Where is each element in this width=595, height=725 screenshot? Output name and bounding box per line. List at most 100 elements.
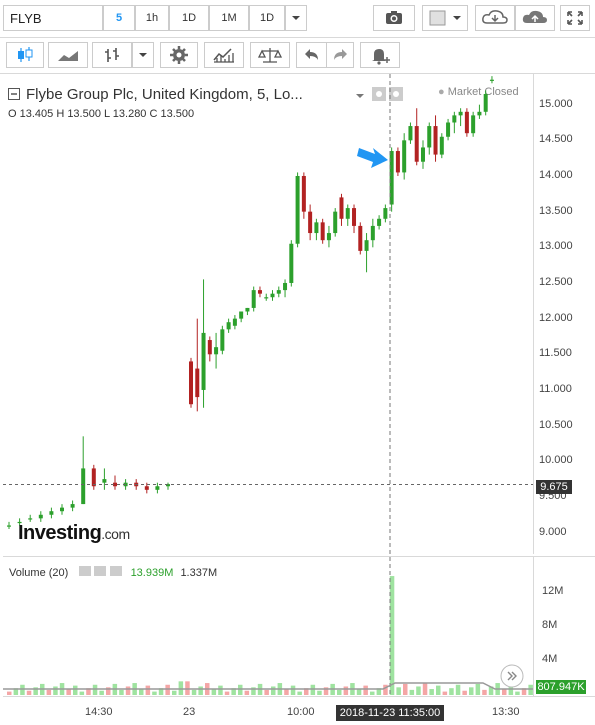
- candle[interactable]: [377, 215, 382, 230]
- candle[interactable]: [402, 133, 407, 180]
- candle[interactable]: [214, 332, 219, 369]
- indicators-button[interactable]: [204, 42, 244, 68]
- candle[interactable]: [458, 108, 463, 127]
- candle[interactable]: [49, 507, 54, 519]
- candle[interactable]: [326, 225, 331, 248]
- candle[interactable]: [439, 133, 444, 159]
- candle[interactable]: [433, 115, 438, 162]
- candle[interactable]: [383, 204, 388, 223]
- candle[interactable]: [201, 279, 206, 408]
- candle[interactable]: [333, 208, 338, 237]
- candle[interactable]: [17, 518, 22, 526]
- interval-1h-button[interactable]: 1h: [135, 5, 169, 31]
- compare-button[interactable]: [250, 42, 290, 68]
- redo-button[interactable]: [326, 42, 354, 68]
- candle[interactable]: [320, 218, 325, 244]
- bars-style-button[interactable]: [92, 42, 132, 68]
- volume-axis[interactable]: 12M 8M 4M: [533, 556, 595, 696]
- candle[interactable]: [270, 290, 275, 301]
- candle[interactable]: [239, 311, 244, 323]
- candle[interactable]: [489, 76, 494, 84]
- candle[interactable]: [452, 111, 457, 134]
- candle[interactable]: [207, 336, 212, 362]
- candle[interactable]: [102, 468, 107, 490]
- candle[interactable]: [446, 118, 451, 141]
- candle[interactable]: [283, 279, 288, 298]
- candle[interactable]: [232, 315, 237, 330]
- candle[interactable]: [295, 172, 300, 248]
- candle[interactable]: [60, 504, 64, 515]
- price-axis-label: 14.500: [539, 133, 573, 146]
- scroll-right-button[interactable]: [500, 664, 524, 688]
- interval-1m-button[interactable]: 1M: [209, 5, 249, 31]
- candle[interactable]: [420, 140, 425, 169]
- legend-controls-icon[interactable]: [372, 87, 406, 101]
- symbol-input[interactable]: FLYB: [3, 5, 103, 31]
- candle[interactable]: [113, 475, 117, 490]
- candle[interactable]: [264, 293, 269, 301]
- candle[interactable]: [301, 172, 306, 219]
- price-chart[interactable]: [3, 74, 533, 554]
- candle[interactable]: [38, 511, 43, 522]
- candle[interactable]: [144, 482, 149, 494]
- candle[interactable]: [339, 193, 344, 226]
- volume-bar: [271, 686, 276, 695]
- candle[interactable]: [251, 286, 256, 312]
- price-axis[interactable]: 15.000 14.500 14.000 13.500 13.000 12.500 12.0…: [533, 74, 595, 554]
- candle[interactable]: [155, 482, 160, 494]
- candle[interactable]: [370, 218, 375, 248]
- interval-1d-button[interactable]: 1D: [169, 5, 209, 31]
- candle[interactable]: [395, 147, 400, 176]
- candle[interactable]: [226, 318, 231, 333]
- volume-settings-icon[interactable]: [94, 566, 107, 576]
- legend-dropdown-icon[interactable]: [354, 91, 366, 101]
- candle[interactable]: [352, 204, 357, 234]
- color-picker-button[interactable]: [422, 5, 468, 31]
- candle[interactable]: [245, 307, 250, 316]
- load-chart-button[interactable]: [475, 5, 515, 31]
- candle[interactable]: [70, 500, 75, 512]
- volume-eye-icon[interactable]: [79, 566, 92, 576]
- candles-style-button[interactable]: [6, 42, 44, 68]
- candle[interactable]: [7, 521, 11, 530]
- screenshot-button[interactable]: [373, 5, 415, 31]
- candle[interactable]: [257, 286, 262, 298]
- candle[interactable]: [276, 286, 281, 298]
- candle[interactable]: [471, 111, 476, 137]
- interval-select-button[interactable]: 1D: [249, 5, 285, 31]
- time-axis[interactable]: 14:30 23 10:00 13:30: [3, 696, 595, 725]
- interval-5-button[interactable]: 5: [103, 5, 135, 31]
- candle[interactable]: [28, 514, 33, 522]
- collapse-legend-icon[interactable]: [8, 88, 20, 100]
- interval-dropdown-button[interactable]: [285, 5, 307, 31]
- candle[interactable]: [166, 482, 170, 490]
- volume-chart[interactable]: [3, 556, 533, 696]
- candle[interactable]: [91, 464, 96, 490]
- candle[interactable]: [314, 218, 319, 241]
- fullscreen-button[interactable]: [560, 5, 590, 31]
- volume-close-icon[interactable]: [109, 566, 122, 576]
- candle[interactable]: [414, 108, 419, 166]
- candle[interactable]: [389, 147, 394, 212]
- candle[interactable]: [308, 204, 313, 241]
- style-dropdown-button[interactable]: [132, 42, 154, 68]
- candle[interactable]: [358, 222, 363, 255]
- alert-button[interactable]: [360, 42, 400, 68]
- candle[interactable]: [195, 318, 200, 412]
- candle[interactable]: [220, 325, 225, 355]
- candle[interactable]: [81, 436, 86, 505]
- candle[interactable]: [289, 240, 294, 287]
- candle[interactable]: [483, 90, 488, 116]
- candle[interactable]: [427, 122, 432, 155]
- candle[interactable]: [464, 108, 469, 137]
- undo-button[interactable]: [296, 42, 326, 68]
- settings-button[interactable]: [160, 42, 198, 68]
- area-style-button[interactable]: [48, 42, 88, 68]
- candle[interactable]: [364, 233, 369, 273]
- candle[interactable]: [477, 104, 482, 119]
- save-chart-button[interactable]: [515, 5, 555, 31]
- candle[interactable]: [345, 204, 350, 226]
- candle[interactable]: [408, 122, 413, 144]
- arrow-annotation-icon[interactable]: [357, 148, 388, 168]
- candle[interactable]: [189, 357, 193, 408]
